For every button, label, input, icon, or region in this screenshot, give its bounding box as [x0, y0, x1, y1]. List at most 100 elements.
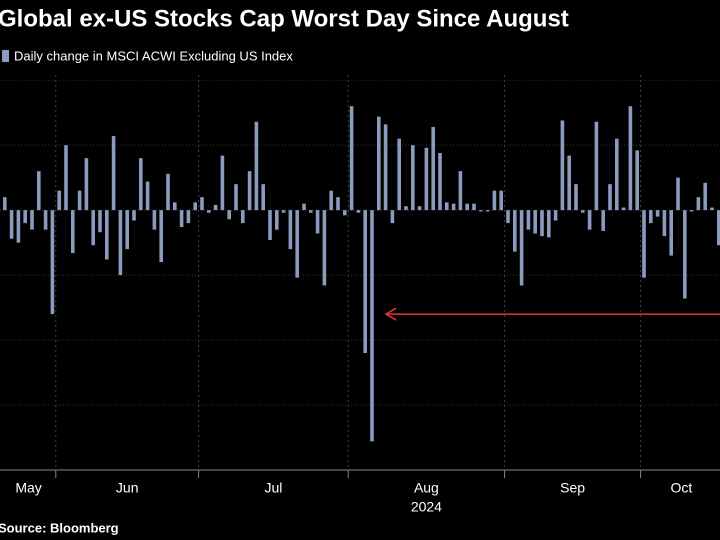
- bar: [513, 210, 517, 252]
- bar: [247, 171, 252, 211]
- bar: [485, 210, 490, 212]
- bar: [560, 120, 565, 211]
- bar: [696, 197, 701, 211]
- bar: [139, 158, 143, 211]
- legend-label: Daily change in MSCI ACWI Excluding US I…: [14, 48, 293, 63]
- bar: [621, 207, 626, 211]
- bar: [227, 210, 231, 220]
- x-tick-label: Aug: [414, 480, 439, 496]
- bar: [574, 184, 578, 211]
- bar: [37, 171, 41, 211]
- bar: [261, 184, 265, 211]
- bar: [315, 210, 320, 234]
- bar: [16, 210, 21, 243]
- bar: [234, 184, 238, 211]
- bar: [608, 184, 612, 211]
- reference-arrowhead: [384, 307, 397, 321]
- bar: [404, 206, 408, 211]
- bar: [105, 210, 109, 260]
- bar: [302, 203, 306, 211]
- x-tick-label: Sep: [560, 480, 585, 496]
- bar: [254, 121, 259, 211]
- bar: [689, 210, 694, 212]
- bar: [98, 210, 102, 233]
- bar: [567, 155, 571, 211]
- bar: [336, 197, 340, 211]
- bar: [329, 190, 333, 211]
- bar: [179, 210, 184, 228]
- bar: [479, 210, 483, 212]
- x-tick-label: Jun: [116, 480, 139, 496]
- bar: [275, 210, 279, 230]
- bar: [9, 210, 14, 239]
- bar: [132, 210, 136, 221]
- bar: [533, 210, 537, 234]
- bar: [383, 124, 388, 211]
- bar: [295, 210, 299, 278]
- bar: [64, 145, 68, 211]
- bar: [587, 210, 592, 230]
- bar: [159, 210, 163, 263]
- bar: [594, 121, 599, 211]
- bar: [268, 210, 272, 241]
- bar: [166, 173, 170, 211]
- bar: [635, 150, 639, 211]
- bar: [547, 210, 551, 238]
- bar: [193, 202, 197, 211]
- bar: [186, 210, 191, 224]
- bar: [506, 210, 510, 224]
- bar: [472, 203, 476, 211]
- bar: [676, 177, 680, 211]
- bar: [669, 210, 673, 256]
- bar: [553, 210, 558, 221]
- bar: [683, 210, 687, 299]
- bar: [615, 138, 619, 211]
- bar: [3, 197, 7, 211]
- bar: [173, 202, 177, 211]
- bar: [628, 106, 633, 211]
- bar: [50, 210, 55, 315]
- bar: [220, 155, 225, 211]
- x-tick-label: May: [15, 480, 41, 496]
- bar: [343, 210, 347, 216]
- bar: [581, 210, 585, 213]
- bar: [23, 210, 27, 224]
- bar: [499, 190, 503, 211]
- bar: [43, 210, 48, 230]
- bar: [417, 206, 422, 211]
- bar: [213, 204, 218, 211]
- year-label: 2024: [411, 499, 442, 515]
- bar: [118, 210, 123, 276]
- bar: [519, 210, 524, 286]
- bar: [57, 190, 61, 211]
- bar: [655, 210, 660, 217]
- bar: [438, 152, 442, 211]
- bar: [145, 181, 150, 211]
- bar: [492, 190, 497, 211]
- bar: [125, 210, 129, 250]
- bar: [649, 210, 653, 224]
- bar: [397, 138, 401, 211]
- bar: [322, 210, 327, 286]
- bar: [241, 210, 245, 224]
- bar: [662, 210, 667, 237]
- bar: [458, 171, 463, 211]
- bar: [540, 210, 544, 237]
- bar: [363, 210, 367, 354]
- bar: [77, 190, 82, 211]
- bar: [717, 210, 720, 246]
- bar: [601, 210, 605, 231]
- bar: [309, 210, 313, 213]
- bar: [710, 207, 714, 211]
- bar: [431, 126, 435, 211]
- bar: [71, 210, 75, 254]
- bar: [424, 147, 429, 211]
- bar: [370, 210, 374, 442]
- bar: [356, 210, 361, 213]
- bar: [349, 106, 354, 211]
- bar: [526, 210, 531, 230]
- bar: [411, 145, 415, 211]
- bar: [91, 210, 95, 246]
- bar: [451, 203, 456, 211]
